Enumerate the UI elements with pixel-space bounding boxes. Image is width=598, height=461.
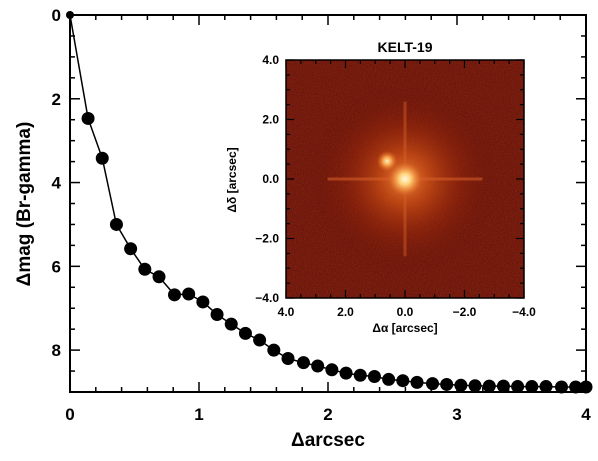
data-point: [196, 295, 210, 309]
data-point: [124, 242, 138, 256]
data-point: [253, 333, 267, 347]
data-point: [267, 343, 281, 357]
data-point: [296, 356, 310, 370]
x-tick-label: 4: [581, 405, 591, 424]
data-point: [454, 378, 468, 392]
data-point: [167, 288, 181, 302]
inset-x-tick-label: 0.0: [397, 305, 414, 319]
data-point: [367, 370, 381, 384]
y-tick-label: 6: [52, 257, 61, 276]
data-point: [579, 380, 593, 394]
data-point: [410, 375, 424, 389]
data-point: [95, 151, 109, 165]
inset-x-tick-label: 4.0: [278, 305, 295, 319]
data-point: [569, 380, 583, 394]
data-point: [182, 287, 196, 301]
y-tick-label: 4: [52, 174, 62, 193]
main-tick-labels: 0 1 2 3 4 0 2 4 6 8: [52, 6, 592, 424]
data-point: [425, 377, 439, 391]
data-point: [382, 372, 396, 386]
x-tick-label: 0: [65, 405, 74, 424]
data-point: [496, 379, 510, 393]
data-point: [210, 308, 224, 322]
inset-x-tick-label: −2.0: [453, 305, 477, 319]
companion-star: [376, 150, 398, 172]
x-tick-label: 2: [323, 405, 332, 424]
data-point: [325, 363, 339, 377]
data-point: [468, 379, 482, 393]
data-point: [440, 377, 454, 391]
inset-y-tick-label: 4.0: [262, 53, 279, 67]
data-point: [396, 374, 410, 388]
contrast-curve-series: [66, 11, 593, 394]
inset-x-tick-label: 2.0: [337, 305, 354, 319]
data-point: [238, 326, 252, 340]
inset-y-tick-label: 0.0: [262, 172, 279, 186]
data-point: [539, 380, 553, 394]
x-tick-label: 3: [452, 405, 461, 424]
data-point: [81, 111, 95, 125]
data-point: [339, 366, 353, 380]
data-point: [224, 317, 238, 331]
inset-x-label: Δα [arcsec]: [372, 321, 437, 335]
data-point: [353, 368, 367, 382]
data-point: [138, 262, 152, 276]
data-point: [66, 11, 74, 19]
data-point: [511, 380, 525, 394]
data-point: [525, 380, 539, 394]
y-tick-label: 0: [52, 6, 61, 25]
primary-star-core: [388, 162, 422, 196]
inset-y-tick-label: −2.0: [255, 232, 279, 246]
inset-y-tick-label: 2.0: [262, 113, 279, 127]
y-axis-label: Δmag (Br-gamma): [14, 122, 35, 287]
inset-title: KELT-19: [378, 39, 433, 55]
inset-y-tick-label: −4.0: [255, 291, 279, 305]
data-point: [554, 380, 568, 394]
y-tick-label: 2: [52, 90, 61, 109]
data-point: [109, 217, 123, 231]
data-point: [482, 379, 496, 393]
x-axis-label: Δarcsec: [291, 430, 365, 451]
y-tick-label: 8: [52, 341, 61, 360]
inset-x-tick-label: −4.0: [512, 305, 536, 319]
data-point: [311, 359, 325, 373]
x-tick-label: 1: [194, 405, 203, 424]
inset-y-label: Δδ [arcsec]: [225, 147, 239, 212]
data-point: [152, 270, 166, 284]
data-point: [281, 351, 295, 365]
